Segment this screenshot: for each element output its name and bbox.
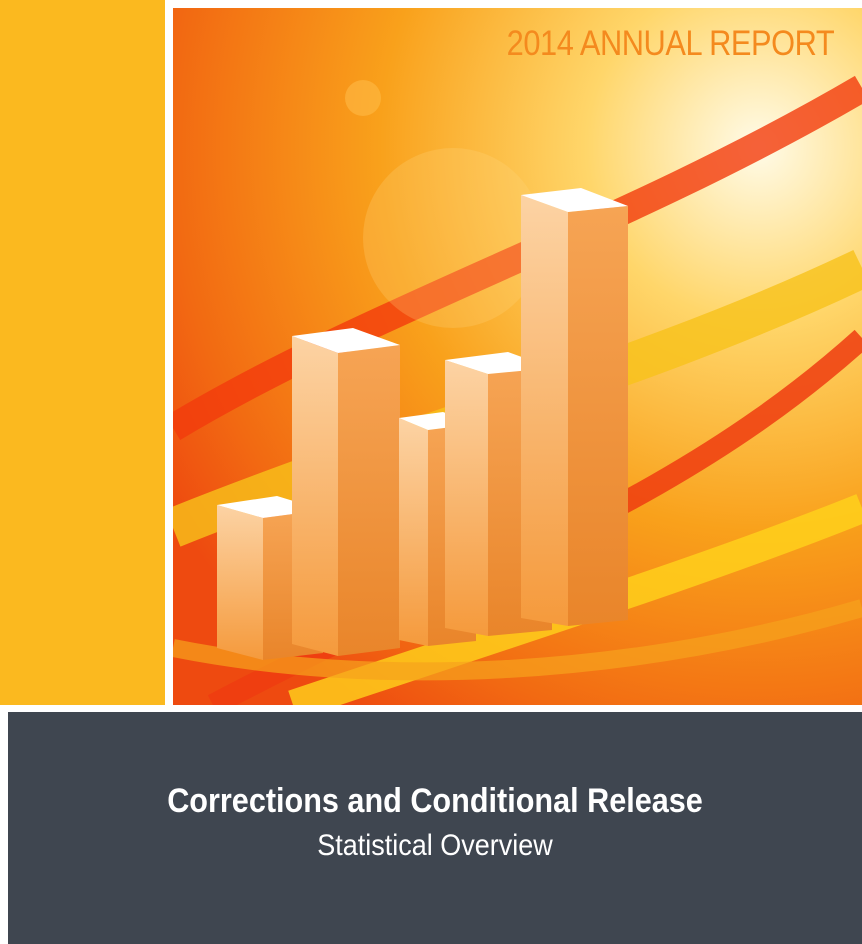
cover-art: [173, 8, 862, 705]
report-title: 2014 ANNUAL REPORT: [506, 24, 834, 64]
document-title: Corrections and Conditional Release: [51, 782, 820, 821]
document-subtitle: Statistical Overview: [51, 829, 820, 863]
side-strip: [0, 0, 165, 705]
title-panel: Corrections and Conditional Release Stat…: [8, 712, 862, 944]
page: 2014 ANNUAL REPORT Corrections and Condi…: [0, 0, 862, 944]
